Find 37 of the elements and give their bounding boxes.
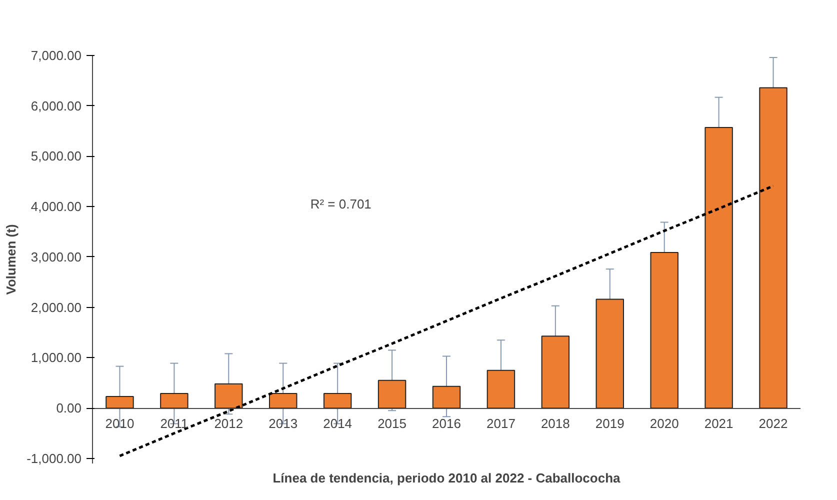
x-tick-label: 2013 <box>268 416 298 432</box>
y-tick-label: -1,000.00 <box>26 450 82 466</box>
bar <box>378 380 406 409</box>
x-tick-label: 2016 <box>432 416 461 432</box>
x-tick-label: 2011 <box>160 416 188 432</box>
bar <box>323 392 352 409</box>
bar <box>106 396 134 409</box>
x-tick-label: 2018 <box>540 416 570 432</box>
x-tick-label: 2021 <box>704 416 734 432</box>
y-tick-label: 1,000.00 <box>30 350 82 366</box>
x-tick-label: 2014 <box>323 416 352 432</box>
bar <box>650 252 678 409</box>
x-tick-label: 2017 <box>486 416 516 432</box>
y-axis-title: Volumen (t) <box>4 224 19 295</box>
y-tick-label: 5,000.00 <box>30 148 82 164</box>
x-tick-label: 2019 <box>595 416 624 432</box>
bar <box>486 370 516 409</box>
y-tick-label: 0.00 <box>56 400 82 416</box>
x-tick-label: 2015 <box>378 416 406 432</box>
y-tick-label: 7,000.00 <box>30 48 82 63</box>
bar <box>541 336 570 409</box>
y-tick-label: 3,000.00 <box>30 249 82 264</box>
y-tick-label: 4,000.00 <box>30 199 82 214</box>
text: Línea de tendencia, periodo 2010 al 2022 - Caballococha <box>272 470 622 486</box>
x-tick-label: 2012 <box>214 416 244 432</box>
annotation: R² = 0.701 <box>310 196 372 212</box>
bar <box>269 392 298 409</box>
bar <box>214 383 243 409</box>
y-tick-label: 2,000.00 <box>30 300 82 315</box>
x-tick-label: 2020 <box>650 416 679 432</box>
bar <box>704 127 733 409</box>
bar <box>160 392 188 409</box>
x-tick-label: 2022 <box>758 416 788 432</box>
bar <box>596 298 624 409</box>
bar <box>759 87 788 409</box>
bar <box>432 386 461 409</box>
y-tick-label: 6,000.00 <box>30 98 82 114</box>
